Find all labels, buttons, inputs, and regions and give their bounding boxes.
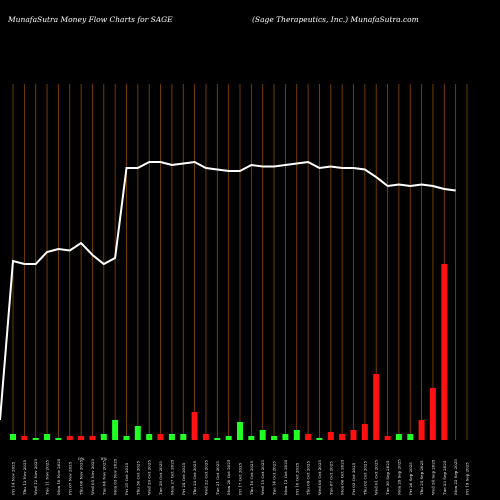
volume-bar	[112, 420, 119, 440]
volume-bar	[180, 434, 187, 440]
volume-bar	[373, 374, 380, 440]
volume-bar	[134, 426, 141, 440]
volume-bar	[10, 434, 16, 440]
x-tick-label: Mon 06 Oct 2025	[340, 459, 345, 495]
volume-bar	[225, 436, 232, 440]
x-tick-label: Fri 17 Oct 2025	[238, 462, 243, 495]
volume-bar	[44, 434, 50, 440]
volume-bar	[282, 434, 289, 440]
x-tick-label: Tue 14 Oct 2025	[272, 461, 277, 495]
volume-bar	[293, 430, 300, 440]
x-tick-label: Wed 05 Nov 2025	[90, 459, 95, 495]
volume-bar	[361, 424, 368, 440]
x-tick-label: Tue 23 Sep 2025	[442, 460, 447, 495]
x-tick-label: Fri 24 Oct 2025	[181, 462, 186, 495]
volume-bar	[123, 436, 130, 440]
volume-bar	[441, 264, 448, 440]
volume-bar	[146, 434, 153, 440]
x-tick-label: Thu 02 Oct 2025	[362, 461, 367, 495]
volume-bar	[327, 432, 334, 440]
volume-bars	[10, 264, 448, 440]
gridlines	[12, 84, 468, 440]
x-tick-label: Tue 07 Oct 2025	[328, 461, 333, 495]
x-tick-label: Thu 23 Oct 2025	[192, 461, 197, 495]
x-tick-label: Fri 03 Oct 2025	[351, 462, 356, 495]
x-tick-label: Mon 20 Oct 2025	[226, 459, 231, 495]
chart-title-right: (Sage Therapeutics, Inc.) MunafaSutra.co…	[252, 15, 419, 24]
x-tick-label: Thu 06 Nov 2025	[79, 459, 84, 495]
x-tick-label: Mon 13 Oct 2025	[283, 459, 288, 495]
volume-bar	[78, 436, 85, 440]
x-tick-label: Thu 16 Oct 2025	[249, 461, 254, 495]
volume-bar	[191, 412, 198, 440]
volume-bar	[271, 436, 278, 440]
x-tick-label: Thu 25 Sep 2025	[419, 460, 424, 495]
x-tick-label: Fri 07 Nov 2025	[67, 461, 72, 495]
x-tick-label: Thu 30 Oct 2025	[135, 461, 140, 495]
x-tick-label: Fri 14 Nov 2025	[11, 461, 16, 495]
x-tick-label: Fri 31 Oct 2025	[124, 462, 129, 495]
x-tick-label: Mon 22 Sep 2025	[453, 459, 458, 495]
volume-bar	[214, 438, 221, 440]
x-tick-label: Fri 10 Oct 2025	[294, 462, 299, 495]
x-tick-label: Wed 29 Oct 2025	[147, 460, 152, 495]
x-tick-label: Mon 03 Nov 2025	[113, 458, 118, 495]
volume-bar	[21, 436, 28, 440]
volume-bar	[168, 434, 175, 440]
pct-labels: 0% 0%	[78, 456, 107, 461]
volume-bar	[248, 436, 255, 440]
volume-bar	[429, 388, 436, 440]
x-tick-label: Wed 24 Sep 2025	[430, 459, 435, 495]
pct-label: 0%	[78, 456, 85, 461]
volume-bar	[259, 430, 266, 440]
volume-bar	[316, 438, 323, 440]
x-tick-label: Thu 09 Oct 2025	[306, 461, 311, 495]
x-tick-label: Fri 19 Sep 2025	[465, 462, 470, 495]
volume-bar	[32, 438, 39, 440]
x-tick-label: Tue 04 Nov 2025	[101, 460, 106, 495]
volume-bar	[55, 438, 62, 440]
volume-bar	[305, 434, 312, 440]
volume-bar	[395, 434, 402, 440]
volume-bar	[89, 436, 96, 440]
volume-bar	[202, 434, 209, 440]
x-tick-label: Mon 27 Oct 2025	[169, 459, 174, 495]
x-tick-label: Wed 15 Oct 2025	[260, 460, 265, 495]
volume-bar	[66, 436, 73, 440]
x-tick-labels: Fri 14 Nov 2025 Thu 13 Nov 2025 Wed 12 Nov…	[11, 458, 470, 495]
price-line	[0, 160, 456, 421]
chart-title-left: MunafaSutra Money Flow Charts for SAGE	[7, 15, 173, 24]
x-tick-label: Wed 01 Oct 2025	[374, 460, 379, 495]
volume-bar	[350, 430, 357, 440]
x-tick-label: Wed 12 Nov 2025	[33, 459, 38, 495]
x-tick-label: Fri 26 Sep 2025	[408, 462, 413, 495]
volume-bar	[237, 422, 243, 440]
x-tick-label: Mon 10 Nov 2025	[56, 458, 61, 495]
volume-bar	[418, 420, 425, 440]
x-tick-label: Mon 29 Sep 2025	[396, 459, 401, 495]
x-tick-label: Wed 22 Oct 2025	[203, 460, 208, 495]
volume-bar	[157, 434, 164, 440]
pct-label: 0%	[101, 456, 108, 461]
x-tick-label: Tue 30 Sep 2025	[385, 460, 390, 495]
x-tick-label: Tue 28 Oct 2025	[158, 461, 163, 495]
volume-bar	[100, 434, 107, 440]
volume-bar	[384, 436, 391, 440]
volume-bar	[407, 434, 414, 440]
x-tick-label: Tue 21 Oct 2025	[215, 461, 220, 495]
volume-bar	[339, 434, 346, 440]
x-tick-label: Tue 11 Nov 2025	[45, 460, 50, 495]
x-tick-label: Thu 13 Nov 2025	[22, 459, 27, 495]
x-tick-label: Wed 08 Oct 2025	[317, 460, 322, 495]
